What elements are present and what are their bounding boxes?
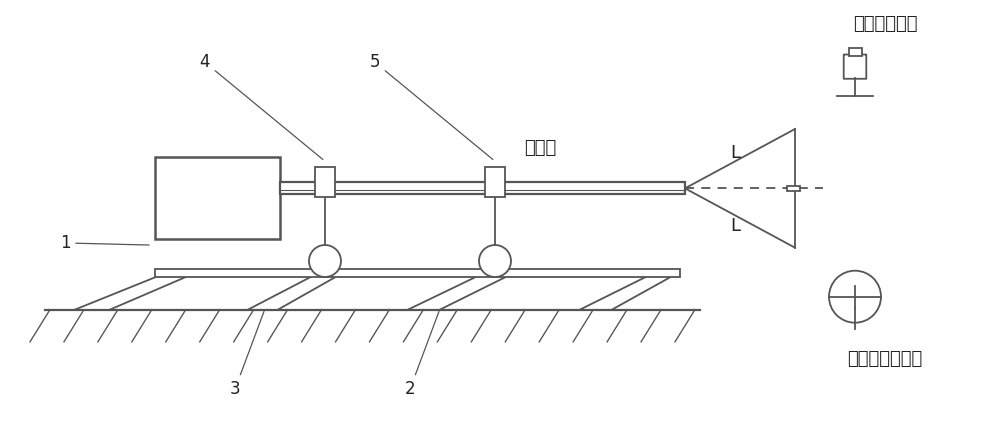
Bar — [280, 182, 685, 194]
Text: 弹道枪: 弹道枪 — [524, 139, 556, 157]
Text: 冲击波测试系统: 冲击波测试系统 — [847, 350, 923, 369]
Text: 1: 1 — [60, 234, 149, 252]
Bar — [787, 186, 800, 191]
Circle shape — [829, 271, 881, 322]
Bar — [315, 167, 335, 197]
Text: L: L — [730, 217, 740, 235]
Bar — [485, 167, 505, 197]
Bar — [155, 269, 680, 277]
Text: 4: 4 — [200, 53, 323, 160]
FancyBboxPatch shape — [844, 55, 866, 79]
Text: 3: 3 — [230, 311, 264, 398]
Bar — [155, 157, 280, 239]
Text: 噪声测试系统: 噪声测试系统 — [853, 15, 917, 33]
Text: 5: 5 — [370, 53, 493, 160]
Text: 2: 2 — [405, 311, 439, 398]
Text: L: L — [730, 144, 740, 162]
Bar — [848, 49, 862, 56]
Circle shape — [479, 245, 511, 277]
Circle shape — [309, 245, 341, 277]
